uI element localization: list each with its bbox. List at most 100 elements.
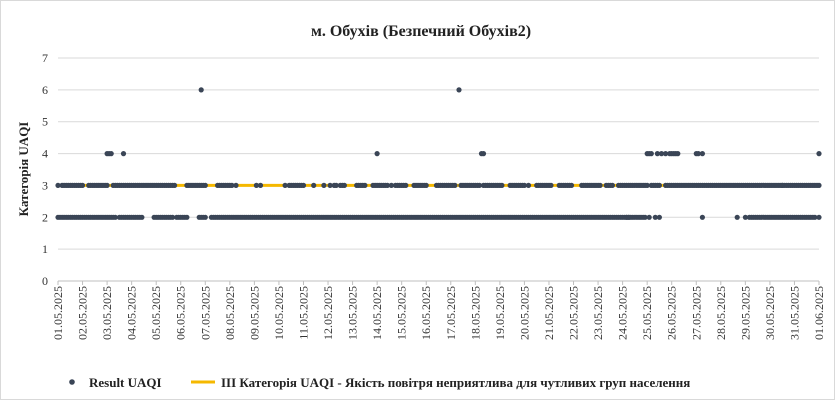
x-tick-label: 27.05.2025 [689,286,703,340]
data-point [55,182,61,188]
data-point [112,214,118,220]
data-point [656,182,663,188]
x-tick-label: 13.05.2025 [346,286,360,340]
data-point [374,151,380,157]
y-tick-label: 3 [42,178,48,192]
data-point [734,214,740,220]
x-tick-label: 02.05.2025 [76,286,90,340]
x-tick-label: 17.05.2025 [444,286,458,340]
x-tick-label: 16.05.2025 [419,286,433,340]
data-point [644,182,650,188]
data-point [104,182,110,188]
y-tick-label: 0 [42,274,48,288]
data-point [626,214,632,220]
data-point [816,151,822,157]
data-point [675,151,681,157]
x-tick-label: 09.05.2025 [247,286,261,340]
data-point [333,182,339,188]
x-tick-label: 15.05.2025 [395,286,409,340]
data-point [384,182,390,188]
data-point [642,214,648,220]
data-point [646,214,652,220]
x-tick-label: 11.05.2025 [296,286,310,340]
data-point [172,182,178,188]
x-tick-label: 07.05.2025 [198,286,212,340]
x-tick-label: 01.05.2025 [51,286,65,340]
data-point [652,214,658,220]
data-point [656,214,663,220]
x-tick-label: 06.05.2025 [174,286,188,340]
data-point [139,214,145,220]
data-point [403,182,409,188]
data-point [521,182,528,188]
data-point [609,182,616,188]
x-tick-label: 20.05.2025 [517,286,531,340]
data-point [423,182,429,188]
data-point [480,151,487,157]
data-point [341,182,347,188]
chart-title: м. Обухів (Безпечний Обухів2) [311,23,531,40]
data-point [311,182,317,188]
data-point [202,214,208,220]
x-tick-label: 08.05.2025 [223,286,237,340]
y-tick-label: 1 [42,242,48,256]
data-point [257,182,264,188]
data-point [282,182,288,188]
data-point [452,182,458,188]
y-tick-label: 5 [42,115,48,129]
x-tick-label: 03.05.2025 [100,286,114,340]
data-point [816,182,822,188]
data-point [286,182,292,188]
y-axis-title: Категорія UAQI [16,122,31,217]
data-points [55,87,822,220]
data-point [654,151,661,157]
legend-marker-result [69,379,75,385]
data-point [525,182,532,188]
data-point [108,151,114,157]
x-tick-label: 18.05.2025 [468,286,482,340]
data-point [198,87,204,93]
data-point [321,182,327,188]
data-point [233,182,239,188]
y-tick-label: 2 [42,210,48,224]
data-point [170,214,176,220]
y-tick-label: 7 [42,51,48,65]
data-point [597,182,603,188]
data-point [742,214,749,220]
data-point [699,214,706,220]
y-axis-ticks: 0 1 2 3 4 5 6 7 [42,51,48,288]
data-point [362,182,368,188]
data-point [120,151,127,157]
data-point [746,214,753,220]
y-tick-label: 4 [42,147,48,161]
x-tick-label: 10.05.2025 [272,286,286,340]
x-tick-label: 19.05.2025 [493,286,507,340]
x-tick-label: 22.05.2025 [567,286,581,340]
data-point [816,214,822,220]
data-point [300,182,307,188]
legend-label-threshold: ІІІ Категорія UAQI - Якість повітря непр… [221,375,690,390]
x-tick-label: 12.05.2025 [321,286,335,340]
data-point [229,182,235,188]
x-tick-label: 01.06.2025 [812,286,826,340]
data-point [695,151,701,157]
data-point [388,182,394,188]
x-tick-label: 29.05.2025 [738,286,752,340]
data-point [456,87,462,93]
x-axis-ticks: 01.05.2025 02.05.2025 03.05.2025 04.05.2025… [51,281,826,340]
x-tick-label: 21.05.2025 [542,286,556,340]
data-point [184,214,190,220]
x-tick-label: 24.05.2025 [616,286,630,340]
x-tick-label: 14.05.2025 [370,286,384,340]
data-point [548,182,554,188]
x-tick-label: 26.05.2025 [665,286,679,340]
data-point [202,182,208,188]
data-point [648,151,654,157]
y-tick-label: 6 [42,83,48,97]
data-point [658,151,665,157]
legend-label-result: Result UAQI [89,375,162,390]
data-point [812,214,818,220]
x-tick-label: 28.05.2025 [714,286,728,340]
data-point [476,182,482,188]
